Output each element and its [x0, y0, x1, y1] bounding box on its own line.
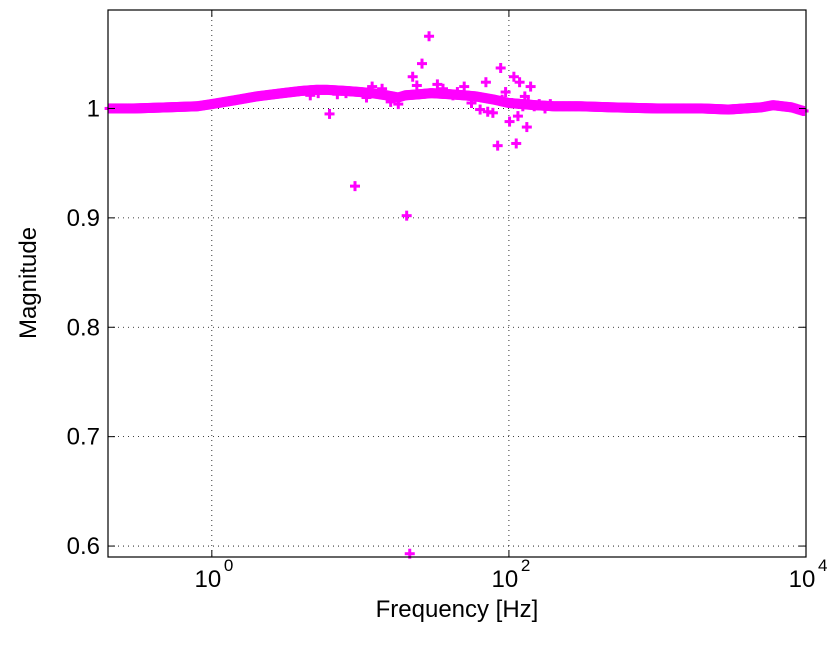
x-tick-label: 10	[789, 566, 816, 593]
x-tick-exponent: 0	[224, 556, 233, 575]
data-point	[305, 90, 316, 101]
data-point	[529, 101, 540, 112]
y-tick-label: 1	[87, 95, 100, 122]
data-point	[393, 99, 404, 110]
data-point	[452, 87, 463, 98]
data-point	[349, 181, 360, 192]
data-point	[545, 99, 556, 110]
x-tick-exponent: 2	[521, 556, 530, 575]
data-point	[480, 77, 491, 88]
x-tick-exponent: 4	[818, 556, 827, 575]
y-tick-label: 0.8	[67, 314, 100, 341]
data-point	[517, 101, 528, 112]
data-point	[504, 116, 515, 127]
data-point	[340, 88, 351, 99]
data-point	[540, 103, 551, 114]
data-point	[361, 92, 372, 103]
data-point	[512, 111, 523, 122]
data-point	[497, 94, 508, 105]
data-point	[492, 140, 503, 151]
data-point	[798, 106, 809, 117]
data-point	[514, 77, 525, 88]
data-point	[525, 81, 536, 92]
data-point	[506, 97, 517, 108]
data-point	[432, 79, 443, 90]
data-point	[385, 96, 396, 107]
data-point	[482, 106, 493, 117]
data-point	[508, 71, 519, 82]
data-point	[523, 96, 534, 107]
y-tick-label: 0.9	[67, 205, 100, 232]
data-point	[313, 88, 324, 99]
axes-box	[107, 9, 807, 558]
data-point	[407, 71, 418, 82]
x-axis-label: Frequency [Hz]	[376, 596, 539, 623]
y-tick-label: 0.6	[67, 533, 100, 560]
data-point	[377, 83, 388, 94]
data-point	[438, 83, 449, 94]
data-point	[511, 138, 522, 149]
y-axis-label: Magnitude	[15, 227, 42, 339]
data-point	[500, 87, 511, 98]
x-tick-label: 10	[194, 566, 221, 593]
data-point	[475, 104, 486, 115]
data-point	[495, 62, 506, 73]
x-tick-label: 10	[492, 566, 519, 593]
data-point	[367, 81, 378, 92]
data-point	[332, 89, 343, 100]
data-point	[521, 122, 532, 133]
data-point	[466, 97, 477, 108]
data-point	[424, 31, 435, 42]
data-point	[324, 108, 335, 119]
data-point	[519, 91, 530, 102]
data-point	[401, 210, 412, 221]
data-point	[459, 81, 470, 92]
data-point	[411, 80, 422, 91]
y-tick-label: 0.7	[67, 424, 100, 451]
data-point	[417, 58, 428, 69]
data-point	[534, 99, 545, 110]
data-points	[104, 31, 809, 559]
